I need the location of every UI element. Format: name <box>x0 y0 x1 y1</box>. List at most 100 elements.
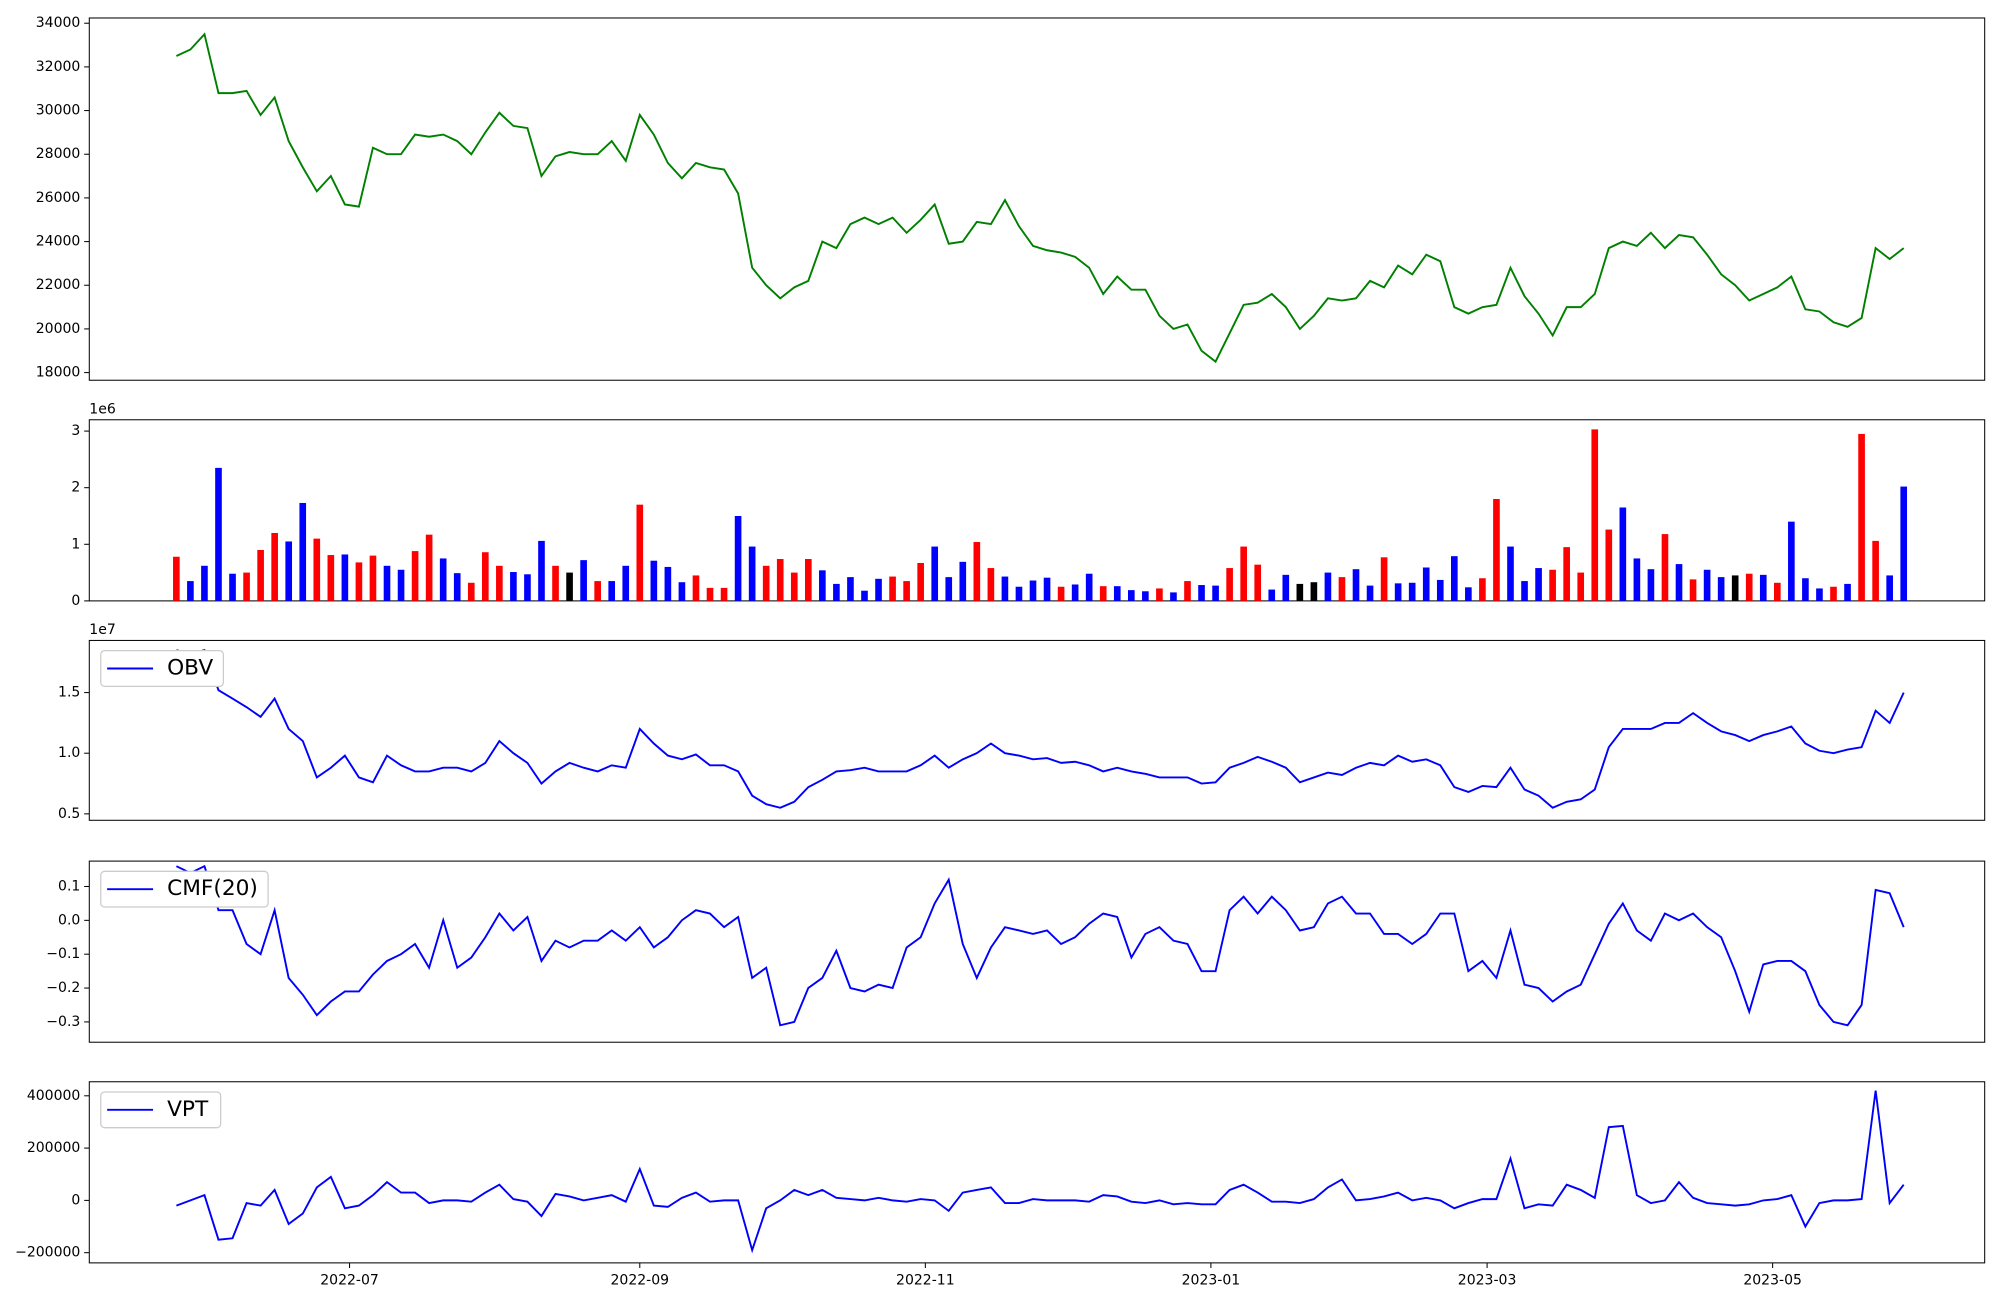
y-tick-label: 0 <box>71 593 80 609</box>
volume-bar <box>1015 586 1023 601</box>
volume-bar <box>243 572 250 601</box>
y-tick-label: −0.3 <box>46 1014 80 1030</box>
x-tick-label: 2022-11 <box>896 1273 955 1289</box>
volume-bar <box>861 590 868 601</box>
volume-bar <box>496 565 503 601</box>
line-series <box>175 864 1905 1027</box>
volume-bar <box>524 574 531 601</box>
y-tick-label: 28000 <box>36 146 81 162</box>
volume-bar <box>1268 589 1276 601</box>
volume-bar <box>1296 583 1304 601</box>
volume-bar <box>959 561 967 601</box>
volume-bar <box>1577 572 1585 601</box>
line-series <box>176 32 1905 364</box>
volume-bar <box>425 534 433 601</box>
y-tick-label: 1.5 <box>58 685 80 701</box>
x-tick-label: 2023-01 <box>1182 1273 1241 1289</box>
volume-bar <box>1436 579 1444 601</box>
volume-bar <box>917 562 924 601</box>
volume-bar <box>1127 590 1135 601</box>
volume-bar <box>692 575 700 601</box>
volume-bar <box>383 565 391 601</box>
volume-bar <box>313 538 321 601</box>
volume-bar <box>1071 584 1079 601</box>
volume-bar <box>1816 588 1823 601</box>
volume-bar <box>467 582 475 601</box>
volume-bar <box>215 467 222 601</box>
volume-bar <box>1661 534 1669 601</box>
y-tick-label: 32000 <box>36 59 81 75</box>
volume-bar <box>1324 572 1332 601</box>
line-series <box>176 1090 1905 1254</box>
x-tick-label: 2022-09 <box>611 1273 670 1289</box>
volume-bar <box>1507 546 1514 601</box>
volume-bar <box>538 540 545 601</box>
volume-bar <box>762 565 770 601</box>
axes-frame <box>88 17 1986 381</box>
volume-bar <box>1085 573 1093 601</box>
y-tick-label: 0 <box>71 1192 80 1208</box>
volume-bar <box>1535 568 1542 601</box>
y-tick-label: 0.0 <box>58 912 80 928</box>
y-tick-label: 200000 <box>27 1140 81 1156</box>
volume-bar <box>1619 507 1627 601</box>
y-tick-label: 3 <box>71 423 80 439</box>
y-tick-label: 1 <box>71 536 80 552</box>
x-tick-label: 2022-07 <box>320 1273 379 1289</box>
volume-bar <box>566 572 573 601</box>
y-tick-label: 34000 <box>36 15 81 31</box>
y-tick-label: 400000 <box>27 1088 81 1104</box>
volume-bar <box>1282 574 1290 601</box>
volume-bar <box>636 504 644 601</box>
volume-bar <box>299 502 307 601</box>
y-tick-label: 1.0 <box>58 745 80 761</box>
volume-bar <box>369 555 377 601</box>
volume-bar <box>622 565 630 601</box>
volume-bar <box>1029 580 1037 601</box>
y-tick-label: 22000 <box>36 277 81 293</box>
volume-bar <box>1465 587 1472 601</box>
volume-bar <box>594 581 601 601</box>
volume-bar <box>1759 574 1767 601</box>
volume-bar <box>819 570 826 601</box>
volume-bar <box>1675 564 1683 601</box>
axes-frame <box>88 1081 1986 1264</box>
volume-bar <box>1001 576 1009 601</box>
volume-bar <box>1647 569 1655 601</box>
axes-frame <box>88 860 1986 1043</box>
volume-bar <box>1212 585 1219 601</box>
volume-bar <box>1310 582 1318 601</box>
volume-bar <box>664 566 672 601</box>
volume-bar <box>1633 558 1641 601</box>
volume-bar <box>875 578 882 601</box>
volume-bar <box>1113 586 1121 601</box>
volume-bar <box>706 587 714 601</box>
volume-bar <box>776 559 784 601</box>
volume-bar <box>1802 578 1809 601</box>
volume-bar <box>1184 581 1191 601</box>
y-tick-label: 24000 <box>36 234 81 250</box>
volume-bar <box>552 565 559 601</box>
volume-bar <box>1605 529 1613 601</box>
volume-bar <box>833 583 840 601</box>
volume-bar <box>1745 573 1753 601</box>
volume-bar <box>973 542 981 601</box>
volume-bar <box>1886 575 1893 601</box>
volume-bar <box>439 558 447 601</box>
volume-bar <box>229 573 236 601</box>
legend-box <box>100 650 225 687</box>
volume-bar <box>1591 429 1599 601</box>
line-series <box>176 648 1905 809</box>
volume-bar <box>1717 577 1725 601</box>
y-tick-label: 0.5 <box>58 806 80 822</box>
volume-bar <box>1394 583 1402 601</box>
y-tick-label: −0.2 <box>46 980 80 996</box>
volume-bar <box>1408 582 1416 601</box>
y-tick-label: −0.1 <box>46 946 80 962</box>
legend-label: OBV <box>167 655 213 680</box>
y-tick-label: 0.1 <box>58 878 80 894</box>
legend-box <box>100 870 269 908</box>
volume-bar <box>1563 547 1570 601</box>
